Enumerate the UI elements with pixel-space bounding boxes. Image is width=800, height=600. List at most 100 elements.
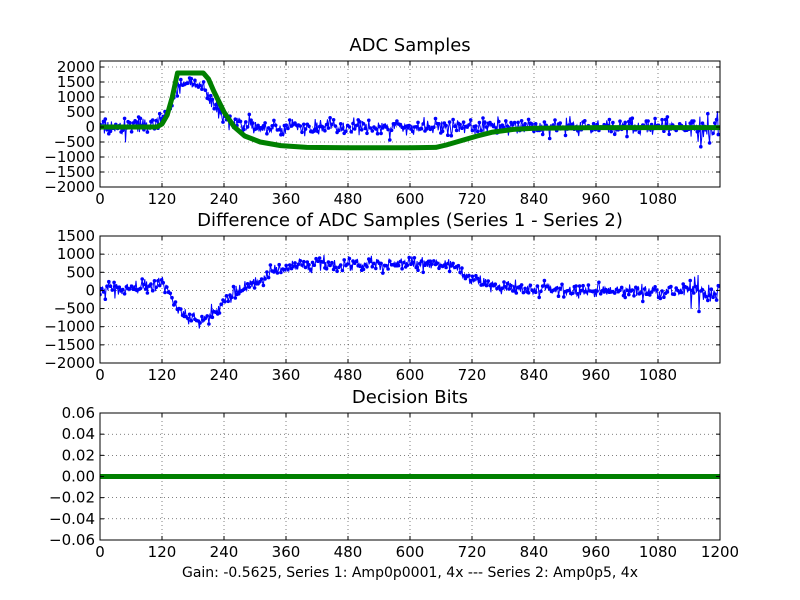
data-point xyxy=(598,292,603,296)
data-point xyxy=(553,118,557,122)
data-point xyxy=(282,267,287,272)
data-point xyxy=(679,290,684,295)
data-point xyxy=(482,120,487,124)
x-tick-label: 600 xyxy=(396,190,425,208)
data-point xyxy=(168,291,173,296)
x-tick-label: 240 xyxy=(210,366,239,384)
data-point xyxy=(714,117,719,122)
data-point xyxy=(191,82,195,87)
data-point xyxy=(642,287,647,291)
data-point xyxy=(618,288,622,293)
data-point xyxy=(505,281,510,286)
data-point xyxy=(627,292,631,297)
x-tick-label: 0 xyxy=(95,366,105,384)
data-point xyxy=(156,279,160,283)
data-point xyxy=(474,273,478,278)
data-point xyxy=(347,125,352,129)
data-point xyxy=(649,290,654,294)
data-point xyxy=(528,283,533,288)
data-point xyxy=(347,256,352,261)
data-point xyxy=(688,278,692,283)
data-point xyxy=(258,279,262,284)
x-tick-label: 0 xyxy=(95,190,105,208)
plot-area xyxy=(100,254,720,329)
data-point xyxy=(704,294,708,299)
data-point xyxy=(175,94,180,98)
data-point xyxy=(630,116,635,120)
data-point xyxy=(472,278,477,282)
y-tick-label: 0.04 xyxy=(62,425,95,443)
data-point xyxy=(143,287,148,291)
data-point xyxy=(421,122,426,126)
data-point xyxy=(612,132,617,137)
data-point xyxy=(625,288,629,293)
data-point xyxy=(245,125,250,129)
data-point xyxy=(665,115,670,119)
chart-title: Decision Bits xyxy=(352,387,468,408)
data-point xyxy=(335,269,339,274)
data-point xyxy=(247,285,252,289)
data-point xyxy=(321,260,325,264)
data-point xyxy=(340,127,345,131)
data-point xyxy=(381,126,385,130)
data-point xyxy=(486,279,491,283)
data-point xyxy=(165,285,169,289)
data-point xyxy=(562,295,566,299)
x-tick-label: 840 xyxy=(520,366,549,384)
data-point xyxy=(112,280,116,285)
data-point xyxy=(612,291,617,295)
data-point xyxy=(635,286,640,291)
y-tick-label: 0.00 xyxy=(62,468,95,486)
data-point xyxy=(430,262,434,266)
data-point xyxy=(667,132,671,137)
data-point xyxy=(207,97,211,101)
data-point xyxy=(554,286,559,290)
x-tick-label: 0 xyxy=(95,543,105,561)
data-point xyxy=(697,309,701,314)
data-point xyxy=(410,129,415,134)
data-point xyxy=(648,293,652,297)
data-point xyxy=(521,290,526,295)
data-point xyxy=(444,123,448,128)
data-point xyxy=(303,127,308,131)
data-point xyxy=(150,118,155,122)
data-point xyxy=(186,81,190,85)
data-point xyxy=(252,286,257,290)
data-point xyxy=(277,127,282,132)
data-point xyxy=(407,255,412,260)
data-point xyxy=(446,261,450,266)
data-point xyxy=(530,122,534,126)
data-point xyxy=(396,263,401,268)
data-point xyxy=(249,118,253,122)
data-point xyxy=(317,256,322,260)
data-point xyxy=(692,291,696,295)
data-point xyxy=(702,292,707,296)
data-point xyxy=(122,116,127,121)
y-tick-label: 0 xyxy=(85,118,95,136)
data-point xyxy=(244,120,248,124)
data-point xyxy=(266,275,271,280)
data-point xyxy=(665,290,670,294)
grid-lines xyxy=(99,235,720,364)
chart-title: ADC Samples xyxy=(349,35,470,56)
data-point xyxy=(154,285,158,290)
data-point xyxy=(103,117,108,121)
data-point xyxy=(284,263,289,268)
data-point xyxy=(161,280,165,285)
data-point xyxy=(500,123,505,127)
data-point xyxy=(384,125,389,129)
data-point xyxy=(540,284,545,288)
x-tick-label: 480 xyxy=(334,543,363,561)
data-point xyxy=(354,123,359,128)
data-point xyxy=(265,131,269,136)
data-point xyxy=(398,122,403,127)
data-point xyxy=(135,120,139,124)
data-point xyxy=(189,76,194,81)
data-point xyxy=(533,122,538,126)
x-tick-label: 360 xyxy=(272,190,301,208)
data-point xyxy=(570,122,575,126)
y-tick-label: −1000 xyxy=(44,318,95,336)
data-point xyxy=(170,295,174,300)
data-point xyxy=(579,288,584,293)
